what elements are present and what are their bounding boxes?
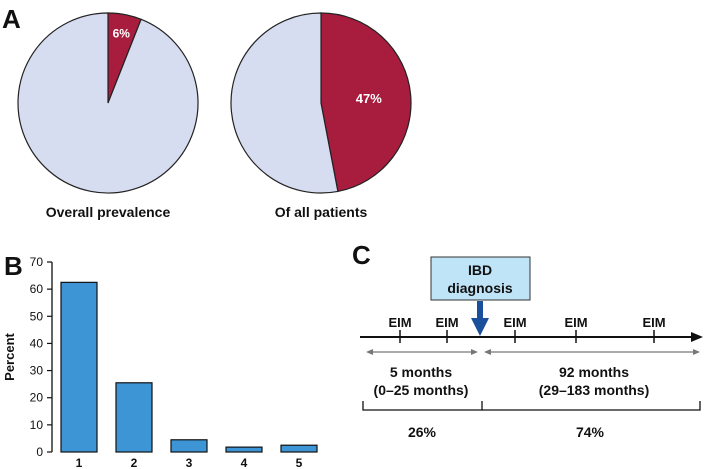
bar [170,439,208,453]
pie-slice [17,12,199,194]
x-tick-label: 1 [76,456,83,469]
before-percent: 26% [408,424,437,440]
pie-slice [230,12,339,194]
eim-label: EIM [503,315,526,330]
eim-marker: EIM [642,315,666,343]
after-duration: 92 months [559,364,629,380]
y-axis-ticks: 0 10 20 30 40 50 60 70 [30,255,52,459]
eim-marker: EIM [564,315,588,343]
range-arrow-before [366,349,478,355]
pie-slice-label: 6% [113,26,131,40]
panel-letter-a: A [2,4,21,34]
y-tick-label: 40 [30,336,44,350]
bar-chart: 0 10 20 30 40 50 60 70 1 2 3 4 5 Percent [2,255,318,469]
y-tick-label: 60 [30,282,44,296]
bar [225,446,263,453]
eim-label: EIM [388,315,411,330]
timeline-diagram: IBD diagnosis EIM EIM EIM EIM EIM [360,256,703,440]
y-tick-label: 30 [30,364,44,378]
bar [115,382,153,453]
panel-letter-b: B [4,251,23,281]
range-arrow-after [484,349,700,355]
panel-letter-c: C [352,240,371,270]
x-axis-ticks: 1 2 3 4 5 [76,456,303,469]
eim-label: EIM [564,315,587,330]
y-tick-label: 50 [30,309,44,323]
x-tick-label: 3 [186,456,193,469]
after-range: (29–183 months) [539,382,649,398]
callout-text-line1: IBD [468,262,492,278]
pie-caption-of-all-patients: Of all patients [275,204,368,220]
eim-label: EIM [642,315,665,330]
pie-chart-of-all-patients: 47% [230,12,412,194]
pie-slice [320,12,412,193]
eim-marker: EIM [435,315,459,343]
x-tick-label: 2 [131,456,138,469]
y-axis-label: Percent [2,332,17,380]
bars [60,281,318,453]
after-percent: 74% [576,424,605,440]
y-tick-label: 10 [30,418,44,432]
x-tick-label: 4 [241,456,248,469]
x-tick-label: 5 [296,456,303,469]
bracket-after [482,401,701,411]
eim-marker: EIM [388,315,412,343]
eim-label: EIM [435,315,458,330]
eim-marker: EIM [503,315,527,343]
y-tick-label: 20 [30,391,44,405]
pie-chart-overall-prevalence: 6% [17,12,199,194]
pie-slice-label: 47% [356,91,382,106]
before-duration: 5 months [390,364,452,380]
before-range: (0–25 months) [374,382,469,398]
diagnosis-arrow-icon [471,301,489,336]
y-tick-label: 70 [30,255,44,269]
bracket-before [362,401,483,411]
y-tick-label: 0 [36,445,43,459]
pie-caption-overall-prevalence: Overall prevalence [46,204,171,220]
callout-text-line2: diagnosis [447,280,513,296]
ibd-diagnosis-callout [430,256,531,301]
bar [60,281,98,453]
bar [280,444,318,453]
timeline-arrowhead-icon [691,332,703,342]
